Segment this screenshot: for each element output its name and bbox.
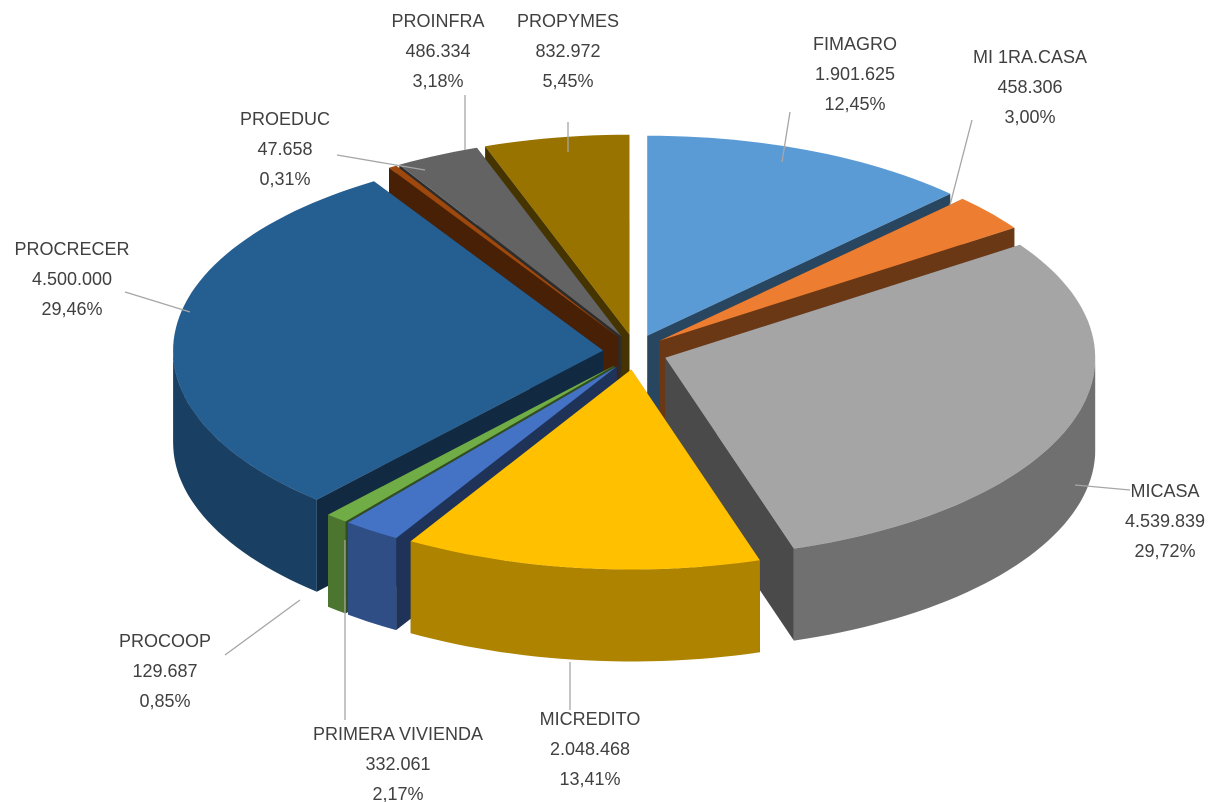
- slice-top: [410, 369, 760, 570]
- label-category: PRIMERA VIVIENDA: [313, 724, 483, 744]
- slice-top: [647, 135, 951, 336]
- label-category: PROPYMES: [517, 11, 619, 31]
- label-percent: 3,00%: [1004, 107, 1055, 127]
- leader-line: [336, 154, 426, 171]
- label-percent: 13,41%: [559, 769, 620, 789]
- label-value: 47.658: [257, 139, 312, 159]
- slice-top: [328, 365, 615, 522]
- slice-wall: [665, 357, 794, 641]
- label-value: 1.901.625: [815, 64, 895, 84]
- label-percent: 3,18%: [412, 71, 463, 91]
- label-value: 486.334: [405, 41, 470, 61]
- slice: [665, 244, 1096, 641]
- label-value: 4.500.000: [32, 269, 112, 289]
- slice-top: [485, 134, 630, 335]
- slice-top: [173, 181, 604, 500]
- label-percent: 12,45%: [824, 94, 885, 114]
- slice-side: [793, 357, 1096, 641]
- label-value: 2.048.468: [550, 739, 630, 759]
- leader-line: [949, 119, 973, 206]
- label-value: 832.972: [535, 41, 600, 61]
- slice-top: [665, 244, 1096, 549]
- label-percent: 29,72%: [1134, 541, 1195, 561]
- slice-side: [173, 350, 317, 592]
- label-value: 332.061: [365, 754, 430, 774]
- label-category: MICREDITO: [540, 709, 641, 729]
- label-value: 458.306: [997, 77, 1062, 97]
- label-value: 4.539.839: [1125, 511, 1205, 531]
- label-percent: 0,85%: [139, 691, 190, 711]
- label-percent: 2,17%: [372, 784, 423, 802]
- label-percent: 29,46%: [41, 299, 102, 319]
- label-category: PROCOOP: [119, 631, 211, 651]
- label-value: 129.687: [132, 661, 197, 681]
- label-category: PROEDUC: [240, 109, 330, 129]
- slice-side: [328, 514, 346, 614]
- label-category: MICASA: [1130, 481, 1199, 501]
- label-category: FIMAGRO: [813, 34, 897, 54]
- label-category: MI 1RA.CASA: [973, 47, 1087, 67]
- label-category: PROCRECER: [14, 239, 129, 259]
- slice-side: [410, 541, 760, 662]
- label-category: PROINFRA: [391, 11, 484, 31]
- leader-line: [224, 599, 301, 656]
- leader-line: [124, 291, 191, 313]
- slice-side: [348, 522, 397, 631]
- slice-top: [348, 366, 617, 539]
- slice: [410, 369, 760, 662]
- slice-top: [399, 147, 622, 337]
- slice-top: [389, 165, 619, 338]
- slice-top: [659, 198, 1015, 341]
- label-percent: 5,45%: [542, 71, 593, 91]
- leader-line: [781, 111, 791, 163]
- leader-line: [1074, 484, 1131, 491]
- label-percent: 0,31%: [259, 169, 310, 189]
